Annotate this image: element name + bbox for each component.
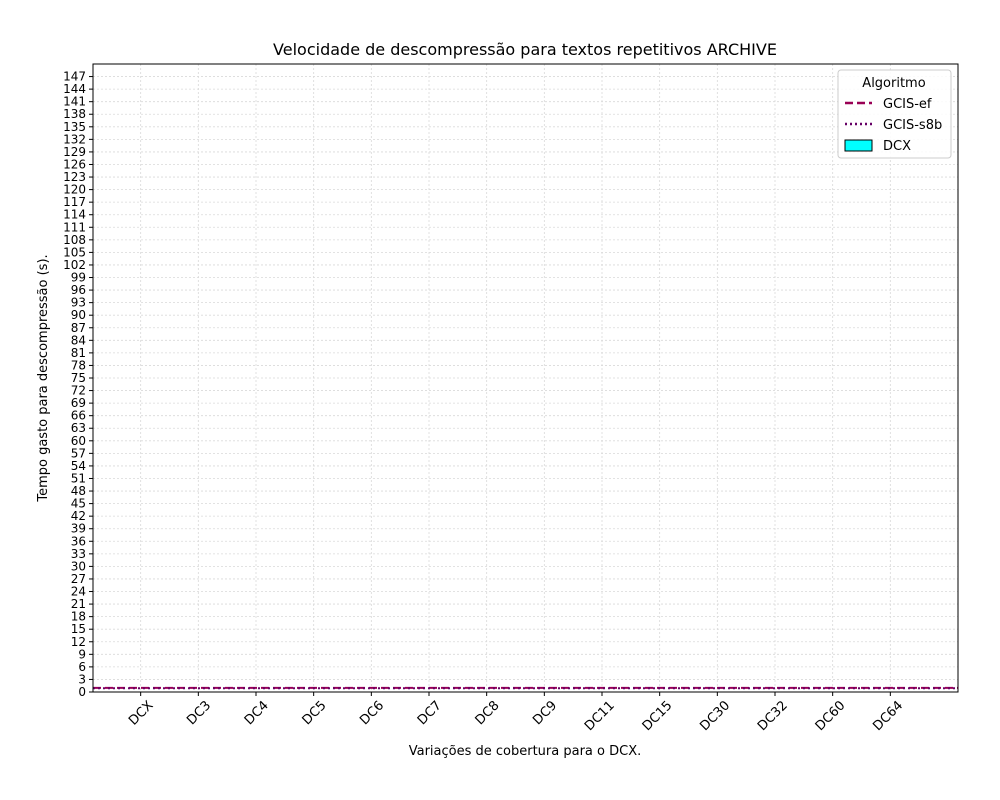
legend-title: Algoritmo (862, 76, 925, 91)
y-tick-label: 27 (71, 572, 86, 586)
legend-entry-label: GCIS-ef (883, 97, 932, 112)
x-tick-label: DCX (126, 698, 156, 728)
x-tick-label: DC5 (300, 698, 330, 728)
y-tick-label: 15 (71, 622, 86, 636)
y-tick-label: 126 (63, 157, 86, 171)
x-tick-label: DC60 (813, 698, 849, 734)
x-tick-label: DC15 (640, 698, 676, 734)
y-tick-label: 123 (63, 170, 86, 184)
y-tick-label: 114 (63, 208, 86, 222)
y-tick-label: 81 (71, 346, 86, 360)
y-tick-label: 78 (71, 358, 86, 372)
x-tick-label: DC11 (582, 698, 618, 734)
x-tick-label: DC32 (755, 698, 791, 734)
y-tick-label: 60 (71, 434, 86, 448)
x-tick-label: DC4 (242, 698, 272, 728)
y-tick-label: 90 (71, 308, 86, 322)
y-tick-label: 132 (63, 132, 86, 146)
y-tick-label: 51 (71, 471, 86, 485)
y-tick-label: 3 (78, 672, 86, 686)
y-tick-label: 120 (63, 183, 86, 197)
y-tick-label: 6 (78, 660, 86, 674)
x-tick-label: DC8 (473, 698, 503, 728)
chart-title: Velocidade de descompressão para textos … (273, 40, 777, 59)
y-tick-label: 117 (63, 195, 86, 209)
y-tick-label: 42 (71, 509, 86, 523)
y-tick-label: 147 (63, 70, 86, 84)
y-tick-label: 54 (71, 459, 86, 473)
y-tick-label: 57 (71, 446, 86, 460)
x-tick-label: DC3 (184, 698, 214, 728)
y-tick-label: 141 (63, 95, 86, 109)
y-tick-label: 87 (71, 321, 86, 335)
y-tick-label: 45 (71, 497, 86, 511)
y-tick-label: 75 (71, 371, 86, 385)
y-tick-label: 69 (71, 396, 86, 410)
x-tick-label: DC30 (697, 698, 733, 734)
y-tick-label: 63 (71, 421, 86, 435)
y-tick-label: 129 (63, 145, 86, 159)
y-tick-label: 39 (71, 522, 86, 536)
y-tick-label: 36 (71, 534, 86, 548)
y-tick-label: 99 (71, 271, 86, 285)
y-tick-label: 84 (71, 333, 86, 347)
legend-swatch-patch (844, 139, 873, 152)
y-tick-label: 12 (71, 635, 86, 649)
y-tick-label: 108 (63, 233, 86, 247)
y-tick-label: 24 (71, 585, 86, 599)
y-tick-label: 135 (63, 120, 86, 134)
y-tick-label: 18 (71, 610, 86, 624)
legend-entry-label: GCIS-s8b (883, 118, 942, 133)
y-tick-label: 138 (63, 107, 86, 121)
y-tick-label: 9 (78, 647, 86, 661)
x-tick-label: DC7 (415, 698, 445, 728)
y-tick-label: 96 (71, 283, 86, 297)
y-tick-label: 0 (78, 685, 86, 699)
x-tick-label: DC64 (870, 698, 906, 734)
x-tick-label: DC9 (530, 698, 560, 728)
y-axis-label: Tempo gasto para descompressão (s). (36, 254, 51, 502)
grid (93, 64, 958, 693)
x-axis-label: Variações de cobertura para o DCX. (409, 744, 642, 759)
y-tick-label: 105 (63, 245, 86, 259)
y-tick-label: 66 (71, 409, 86, 423)
x-tick-label: DC6 (357, 698, 387, 728)
y-tick-label: 72 (71, 384, 86, 398)
y-axis-ticks: 0369121518212427303336394245485154576063… (63, 70, 93, 699)
y-tick-label: 144 (63, 82, 86, 96)
y-tick-label: 93 (71, 296, 86, 310)
y-tick-label: 111 (63, 220, 86, 234)
y-tick-label: 33 (71, 547, 86, 561)
legend-entry-label: DCX (883, 139, 911, 154)
y-tick-label: 102 (63, 258, 86, 272)
legend-box (837, 69, 952, 159)
legend: Algoritmo GCIS-ef GCIS-s8b DCX (837, 69, 952, 159)
y-tick-label: 30 (71, 559, 86, 573)
y-tick-label: 21 (71, 597, 86, 611)
y-tick-label: 48 (71, 484, 86, 498)
x-axis-ticks: DCX DC3 DC4 DC5 DC6 DC7 DC8 DC9 DC11 DC15 DC30 DC32… (126, 692, 906, 734)
